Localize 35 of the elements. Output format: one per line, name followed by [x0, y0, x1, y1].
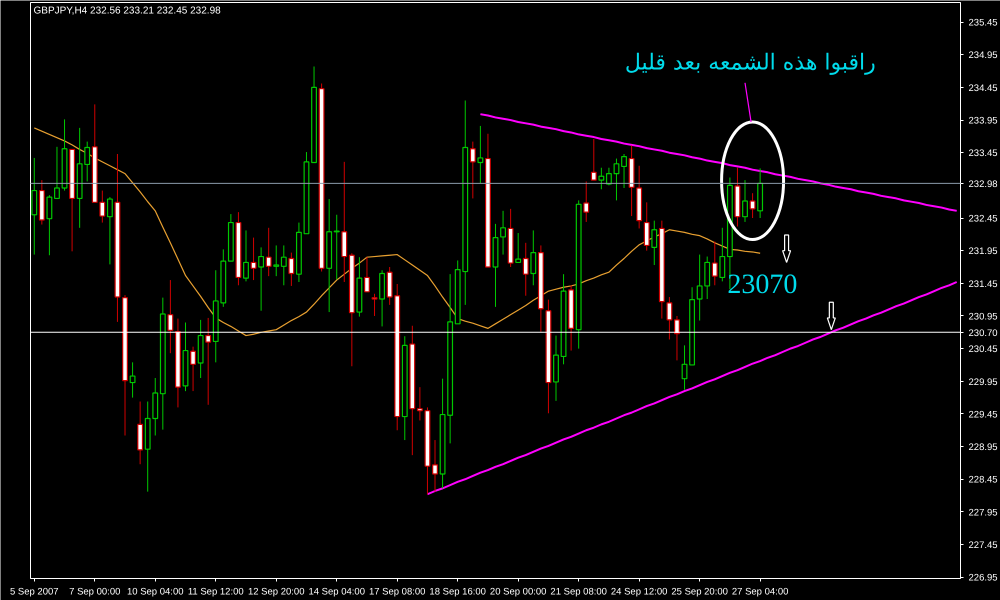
x-tick-label: 12 Sep 20:00 [248, 586, 304, 598]
x-tick-label: 5 Sep 2007 [10, 586, 59, 598]
ref-line-label: 232.98 [968, 178, 998, 190]
y-tick-label: 234.95 [968, 50, 998, 62]
y-tick-label: 234.45 [968, 82, 998, 94]
y-tick-label: 232.45 [968, 214, 998, 225]
y-tick-label: 229.95 [968, 376, 998, 388]
y-tick-label: 231.45 [968, 278, 998, 290]
x-tick-label: 17 Sep 08:00 [368, 586, 426, 598]
x-tick-label: 11 Sep 12:00 [188, 586, 244, 598]
y-tick-label: 233.95 [968, 116, 998, 127]
y-tick-label: 227.95 [968, 507, 998, 518]
y-tick-label: 231.95 [968, 246, 998, 258]
y-tick-label: 235.45 [968, 18, 998, 29]
x-tick-label: 21 Sep 08:00 [550, 586, 607, 598]
chart-title: GBPJPY,H4 232.56 233.21 232.45 232.98 [34, 6, 222, 16]
x-tick-label: 25 Sep 20:00 [671, 586, 728, 598]
y-tick-label: 233.45 [968, 148, 998, 160]
x-tick-label: 24 Sep 12:00 [610, 586, 668, 598]
ref-line-label: 230.70 [968, 328, 998, 339]
x-tick-label: 27 Sep 04:00 [732, 586, 788, 598]
annotation: راقبوا هذه الشمعه بعد قليل [624, 50, 876, 76]
x-tick-label: 10 Sep 04:00 [126, 586, 184, 598]
x-tick-label: 7 Sep 00:00 [69, 586, 120, 598]
x-tick-label: 20 Sep 00:00 [490, 586, 546, 598]
annotation: 23070 [727, 268, 798, 300]
y-tick-label: 228.45 [968, 474, 998, 486]
y-tick-label: 230.95 [968, 311, 998, 322]
y-tick-label: 228.95 [968, 442, 998, 454]
y-tick-label: 230.45 [968, 344, 998, 356]
y-tick-label: 229.45 [968, 409, 998, 420]
x-tick-label: 18 Sep 16:00 [429, 586, 486, 598]
y-tick-label: 227.45 [968, 540, 998, 552]
y-tick-label: 226.95 [968, 572, 998, 584]
x-tick-label: 14 Sep 04:00 [308, 586, 365, 598]
